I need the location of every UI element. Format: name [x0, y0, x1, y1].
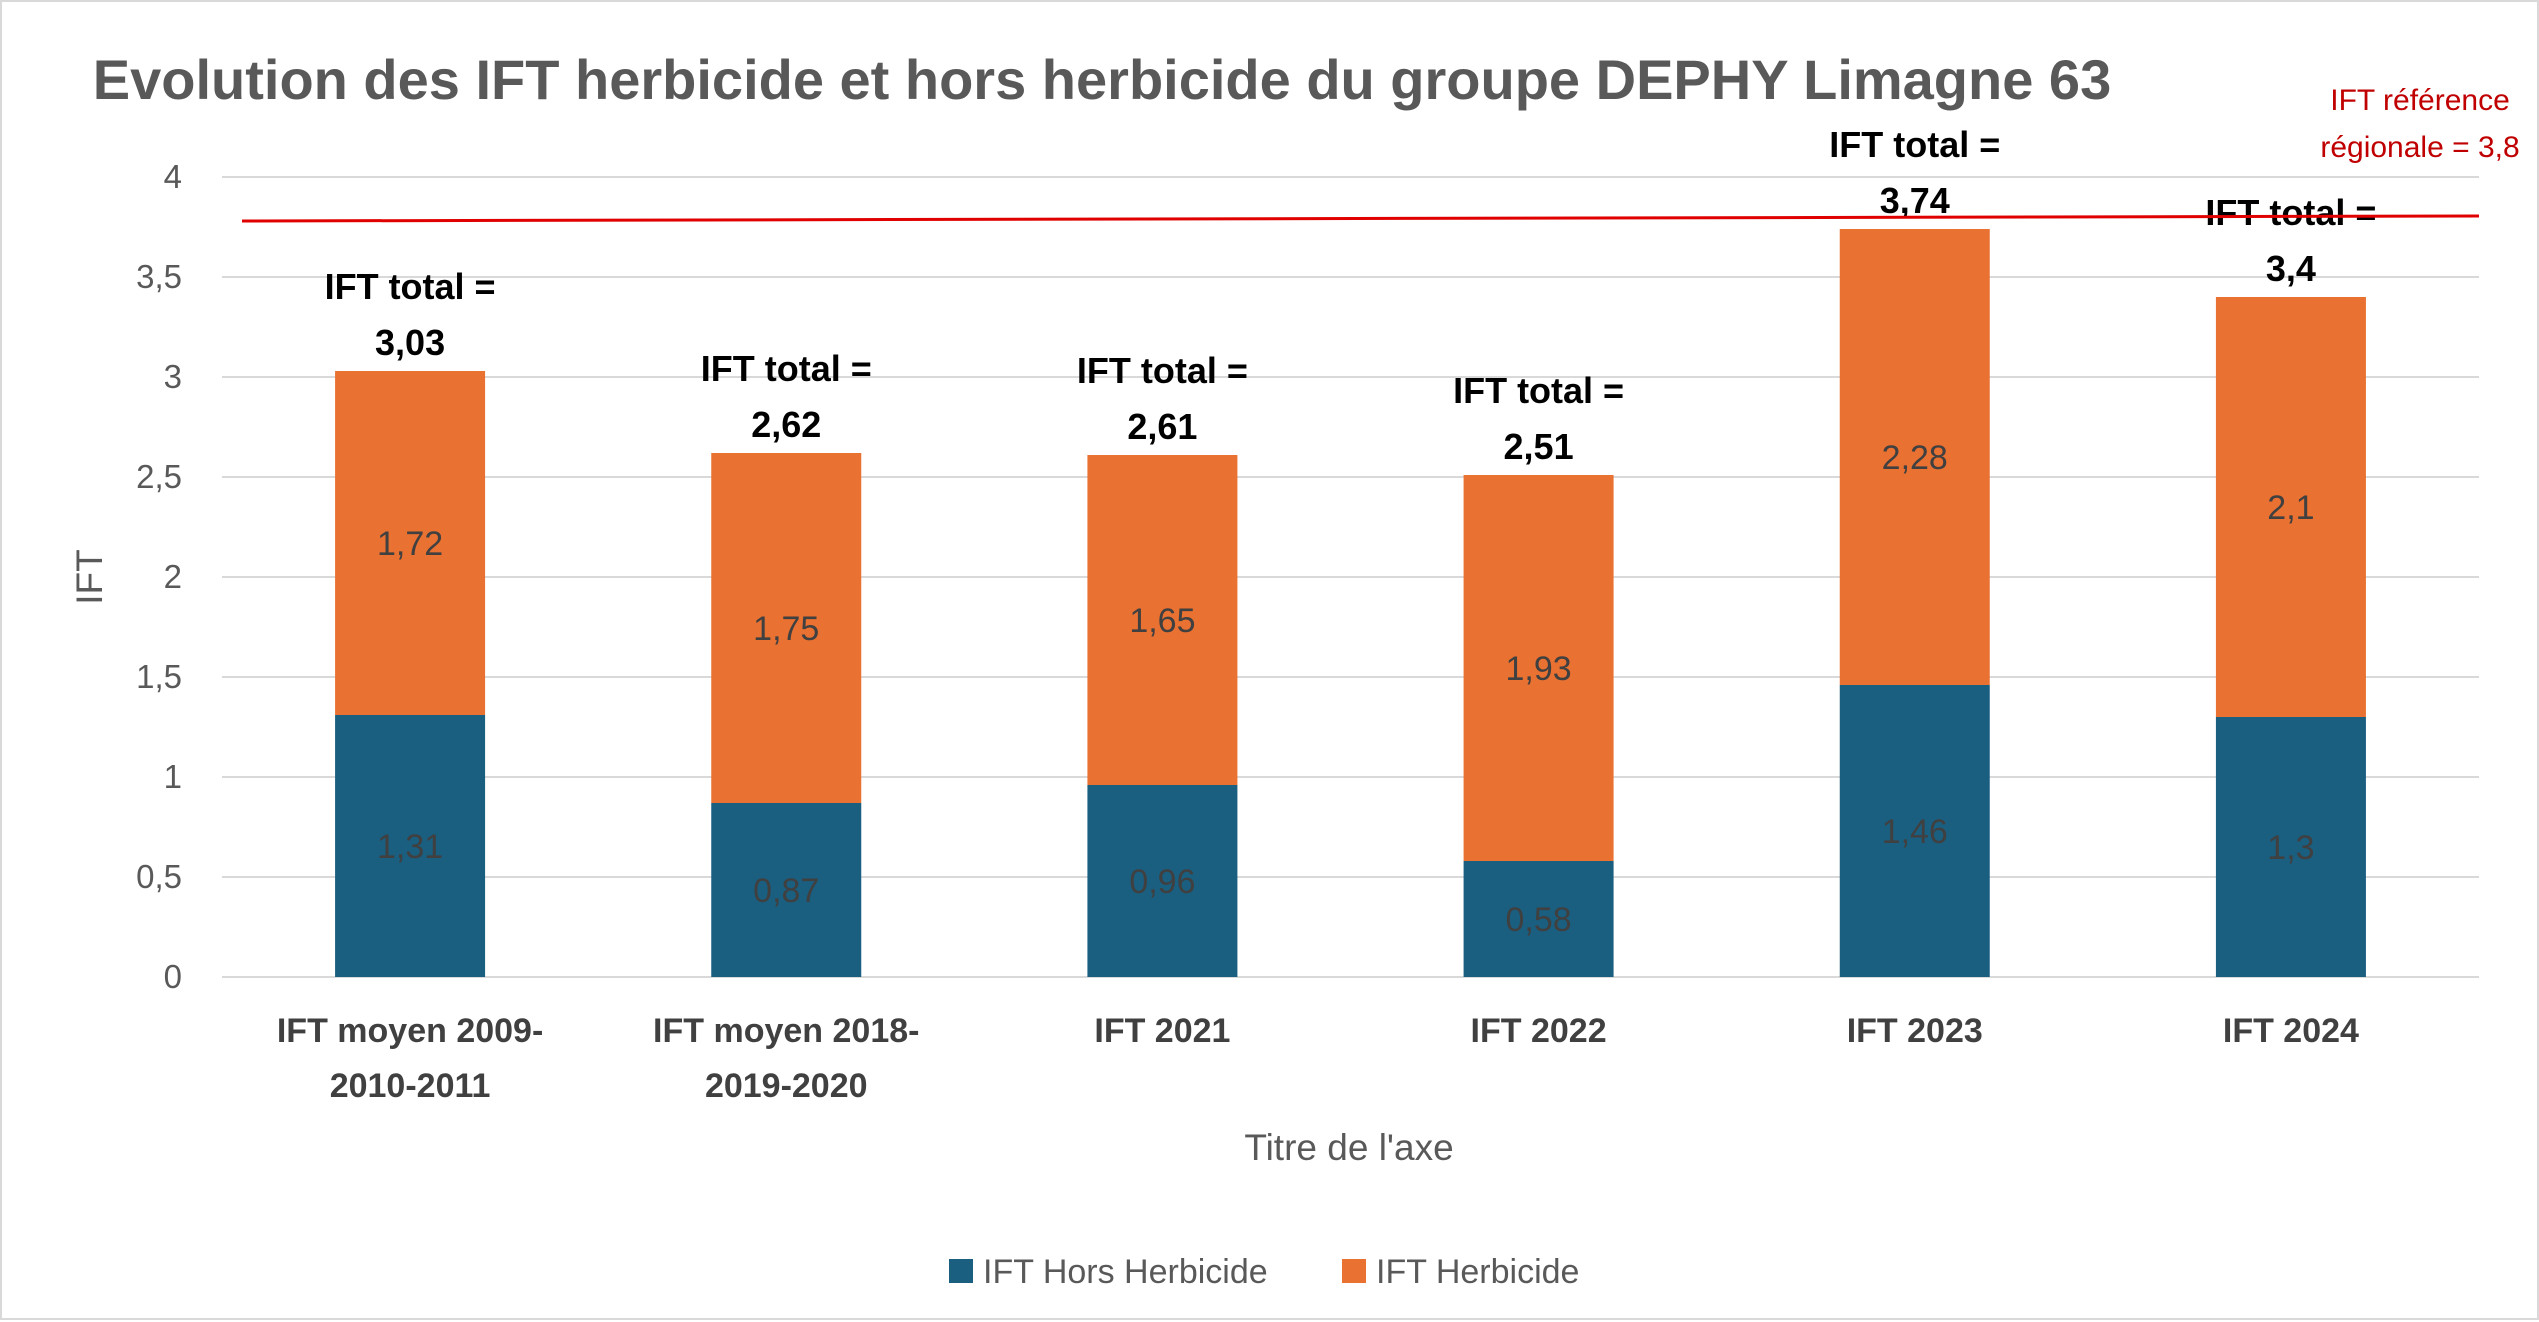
- y-tick-label: 1: [164, 758, 182, 795]
- total-label-prefix: IFT total =: [701, 348, 872, 389]
- y-axis-ticks: 0 0,5 1 1,5 2 2,5 3 3,5 4: [136, 158, 182, 995]
- total-label-value: 3,4: [2266, 248, 2316, 289]
- bar-value-label: 2,1: [2267, 489, 2314, 527]
- bar-value-label: 1,65: [1129, 602, 1195, 640]
- y-tick-label: 3,5: [136, 258, 182, 295]
- y-tick-label: 4: [164, 158, 182, 195]
- bar-segment[interactable]: [1087, 785, 1238, 977]
- y-axis-title: IFT: [69, 549, 110, 604]
- total-label-prefix: IFT total =: [1077, 350, 1248, 391]
- x-category-label: IFT 2023: [1847, 1012, 1983, 1050]
- bar-segment[interactable]: [711, 803, 862, 977]
- total-label-value: 3,03: [375, 322, 445, 363]
- bar-segment[interactable]: [1839, 685, 1990, 977]
- y-tick-label: 3: [164, 358, 182, 395]
- total-label-value: 2,62: [751, 404, 821, 445]
- total-label-prefix: IFT total =: [325, 266, 496, 307]
- x-category-label: IFT moyen 2009-: [277, 1012, 543, 1050]
- reference-line-group: IFT référence régionale = 3,8: [241, 84, 2520, 223]
- bar-segment[interactable]: [1087, 455, 1238, 785]
- legend-swatch: [949, 1259, 973, 1283]
- bar-segment[interactable]: [2215, 717, 2366, 977]
- x-category-label: 2019-2020: [705, 1067, 868, 1105]
- x-axis-categories: IFT moyen 2009- 2010-2011 IFT moyen 2018- 2…: [277, 1012, 2359, 1105]
- total-label-value: 2,51: [1504, 426, 1574, 467]
- legend-swatch: [1342, 1259, 1366, 1283]
- x-axis-title: Titre de l'axe: [1244, 1127, 1453, 1168]
- x-category-label: IFT 2024: [2223, 1012, 2359, 1050]
- bar-segment[interactable]: [711, 453, 862, 803]
- reference-line-label: régionale = 3,8: [2320, 131, 2519, 164]
- legend-item-label[interactable]: IFT Herbicide: [1376, 1253, 1579, 1291]
- x-category-label: IFT 2022: [1471, 1012, 1607, 1050]
- y-tick-label: 1,5: [136, 658, 182, 695]
- bar-segment[interactable]: [1839, 229, 1990, 685]
- total-label-prefix: IFT total =: [2205, 192, 2376, 233]
- legend[interactable]: IFT Hors Herbicide IFT Herbicide: [949, 1253, 1579, 1291]
- bar-segment[interactable]: [335, 371, 486, 715]
- bar-value-label: 1,31: [377, 828, 443, 866]
- bar-segment[interactable]: [1463, 475, 1614, 861]
- bar-value-label: 0,87: [753, 872, 819, 910]
- bar-value-label: 0,58: [1505, 901, 1571, 939]
- bar-value-label: 1,3: [2267, 829, 2314, 867]
- total-label-prefix: IFT total =: [1829, 124, 2000, 165]
- bar-value-label: 1,75: [753, 610, 819, 648]
- y-tick-label: 2,5: [136, 458, 182, 495]
- bar-value-label: 2,28: [1882, 439, 1948, 477]
- total-label-value: 2,61: [1127, 406, 1197, 447]
- data-labels: 1,31 1,72 IFT total = 3,03 0,87 1,75 IFT total…: [325, 124, 2377, 939]
- y-tick-label: 0: [164, 958, 182, 995]
- chart-title: Evolution des IFT herbicide et hors herb…: [93, 48, 2111, 111]
- y-tick-label: 0,5: [136, 858, 182, 895]
- legend-item-label[interactable]: IFT Hors Herbicide: [983, 1253, 1268, 1291]
- total-label-prefix: IFT total =: [1453, 370, 1624, 411]
- bars: [335, 229, 2366, 977]
- x-category-label: IFT moyen 2018-: [653, 1012, 919, 1050]
- bar-value-label: 1,93: [1505, 650, 1571, 688]
- bar-value-label: 1,72: [377, 525, 443, 563]
- bar-segment[interactable]: [335, 715, 486, 977]
- reference-line-label: IFT référence: [2330, 84, 2510, 117]
- gridlines: [222, 176, 2479, 978]
- y-tick-label: 2: [164, 558, 182, 595]
- bar-segment[interactable]: [2215, 297, 2366, 717]
- x-category-label: IFT 2021: [1094, 1012, 1230, 1050]
- bar-value-label: 0,96: [1129, 863, 1195, 901]
- x-category-label: 2010-2011: [330, 1067, 491, 1105]
- bar-value-label: 1,46: [1882, 813, 1948, 851]
- reference-line: [241, 214, 2480, 223]
- bar-segment[interactable]: [1463, 861, 1614, 977]
- total-label-value: 3,74: [1880, 180, 1950, 221]
